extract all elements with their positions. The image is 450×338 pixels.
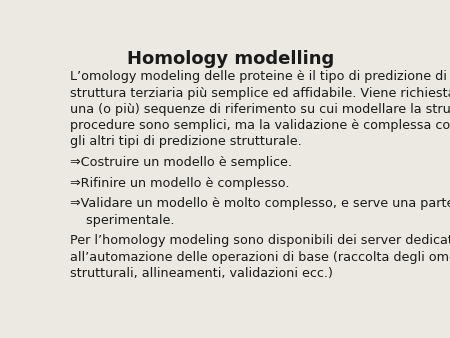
Text: ⇒Validare un modello è molto complesso, e serve una parte: ⇒Validare un modello è molto complesso, … [70, 197, 450, 211]
Text: sperimentale.: sperimentale. [70, 214, 175, 227]
Text: struttura terziaria più semplice ed affidabile. Viene richiesta soltanto: struttura terziaria più semplice ed affi… [70, 87, 450, 100]
Text: L’omology modeling delle proteine è il tipo di predizione di: L’omology modeling delle proteine è il t… [70, 71, 447, 83]
Text: gli altri tipi di predizione strutturale.: gli altri tipi di predizione strutturale… [70, 135, 302, 148]
Text: strutturali, allineamenti, validazioni ecc.): strutturali, allineamenti, validazioni e… [70, 267, 333, 280]
Text: ⇒Costruire un modello è semplice.: ⇒Costruire un modello è semplice. [70, 156, 292, 169]
Text: Homology modelling: Homology modelling [127, 50, 334, 68]
Text: all’automazione delle operazioni di base (raccolta degli omologhi: all’automazione delle operazioni di base… [70, 250, 450, 264]
Text: Per l’homology modeling sono disponibili dei server dedicati: Per l’homology modeling sono disponibili… [70, 235, 450, 247]
Text: procedure sono semplici, ma la validazione è complessa come tutti: procedure sono semplici, ma la validazio… [70, 119, 450, 132]
Text: ⇒Rifinire un modello è complesso.: ⇒Rifinire un modello è complesso. [70, 177, 290, 190]
Text: una (o più) sequenze di riferimento su cui modellare la struttura. Le: una (o più) sequenze di riferimento su c… [70, 103, 450, 116]
